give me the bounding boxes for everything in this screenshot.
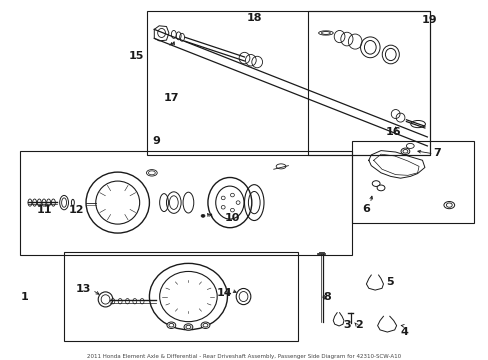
- Ellipse shape: [183, 324, 192, 330]
- Text: 9: 9: [152, 136, 161, 146]
- Ellipse shape: [400, 148, 409, 154]
- Ellipse shape: [166, 322, 175, 328]
- Bar: [351, 140, 473, 223]
- Text: 11: 11: [37, 206, 52, 216]
- Ellipse shape: [201, 215, 204, 217]
- Text: 16: 16: [385, 127, 400, 136]
- Text: 6: 6: [362, 204, 369, 214]
- Text: 19: 19: [421, 15, 437, 26]
- Text: 5: 5: [385, 277, 393, 287]
- Text: 12: 12: [68, 206, 84, 216]
- Ellipse shape: [371, 181, 379, 186]
- Text: 7: 7: [432, 148, 440, 158]
- Text: 13: 13: [76, 284, 91, 294]
- Bar: [20, 151, 351, 255]
- Text: 3: 3: [343, 320, 350, 330]
- Text: 2011 Honda Element Axle & Differential - Rear Driveshaft Assembly, Passenger Sid: 2011 Honda Element Axle & Differential -…: [87, 354, 401, 359]
- Text: 2: 2: [354, 320, 362, 330]
- Text: 17: 17: [163, 93, 179, 103]
- Bar: [147, 12, 429, 155]
- Bar: [307, 12, 429, 155]
- Bar: [64, 252, 298, 341]
- Ellipse shape: [376, 185, 384, 191]
- Text: 18: 18: [246, 13, 262, 23]
- Text: 14: 14: [217, 288, 232, 298]
- Text: 10: 10: [224, 213, 240, 222]
- Ellipse shape: [201, 322, 209, 328]
- Ellipse shape: [443, 202, 454, 209]
- Text: 4: 4: [400, 327, 407, 337]
- Text: 15: 15: [129, 51, 144, 61]
- Text: 1: 1: [20, 292, 28, 302]
- Text: 8: 8: [323, 292, 330, 302]
